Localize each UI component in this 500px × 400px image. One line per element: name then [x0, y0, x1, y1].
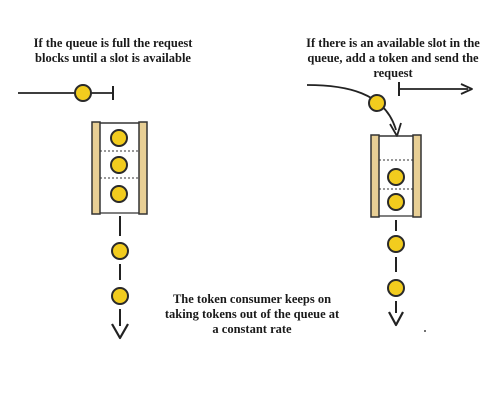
queued-token [110, 185, 128, 203]
blocked-caption: If the queue is full the request blocks … [8, 36, 218, 66]
consumed-token [111, 242, 129, 260]
full-queue [91, 121, 148, 215]
queued-token [110, 156, 128, 174]
drop-curve [306, 84, 397, 131]
available-caption: If there is an available slot in the que… [290, 36, 496, 81]
caption-line: request [373, 66, 413, 80]
right-consumer-flow [387, 220, 405, 327]
incoming-token [368, 94, 386, 112]
caption-line: If the queue is full the request [33, 36, 193, 50]
caption-line: taking tokens out of the queue at [164, 307, 340, 321]
consumer-caption: The token consumer keeps on taking token… [152, 292, 352, 337]
down-arrow-icon [111, 323, 129, 340]
full-queue-right-rail [138, 121, 148, 215]
caption-line: a constant rate [212, 322, 292, 336]
available-queue-right-rail [412, 134, 422, 218]
consumed-token [111, 287, 129, 305]
caption-line: If there is an available slot in the [306, 36, 480, 50]
left-consumer-flow [111, 216, 129, 340]
right-arrow-icon [460, 83, 473, 95]
full-queue-left-rail [91, 121, 101, 215]
queued-token [110, 129, 128, 147]
blocked-request [18, 84, 114, 102]
queued-token [387, 168, 405, 186]
caption-line: blocks until a slot is available [35, 51, 191, 65]
available-queue-left-rail [370, 134, 380, 218]
caption-line: The token consumer keeps on [172, 292, 332, 306]
token-drop [306, 84, 402, 137]
down-arrow-icon [388, 311, 404, 327]
consumed-token [387, 235, 405, 253]
caption-line: queue, add a token and send the [307, 51, 479, 65]
queued-token [387, 193, 405, 211]
stray-mark [424, 330, 426, 332]
available-queue [370, 134, 422, 218]
consumed-token [387, 279, 405, 297]
waiting-token [74, 84, 92, 102]
sent-request [398, 82, 473, 96]
